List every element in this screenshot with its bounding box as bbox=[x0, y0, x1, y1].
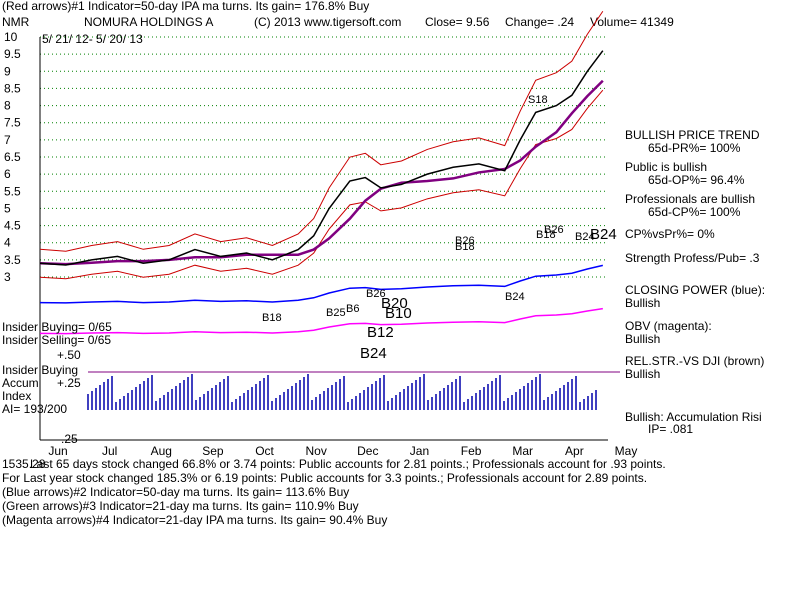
signal-label: B24 bbox=[575, 231, 595, 243]
relstr-label: REL.STR.-VS DJI (brown) bbox=[625, 354, 765, 368]
signal-label: B25 bbox=[326, 307, 346, 319]
price-tick-label: 8 bbox=[4, 99, 11, 113]
index-label: Index bbox=[2, 389, 32, 403]
obv-label: OBV (magenta): bbox=[625, 319, 712, 333]
closing-power-label: CLOSING POWER (blue): bbox=[625, 283, 766, 297]
obv-line bbox=[39, 307, 603, 335]
price-tick-label: 3.5 bbox=[4, 253, 21, 267]
month-tick-label: Jun bbox=[48, 444, 67, 458]
minus25-label: -.25 bbox=[57, 432, 78, 446]
price-tick-label: 3 bbox=[4, 270, 11, 284]
lower-band bbox=[39, 89, 604, 280]
obv-status: Bullish bbox=[625, 332, 661, 346]
date-range: 5/ 21/ 12- 5/ 20/ 13 bbox=[42, 32, 143, 46]
month-tick-label: Jul bbox=[102, 444, 117, 458]
bullish-trend: BULLISH PRICE TREND bbox=[625, 128, 760, 142]
signal-label: B26 bbox=[366, 288, 386, 300]
footer-line5: (Magenta arrows)#4 Indicator=21-day IPA … bbox=[2, 513, 388, 527]
accum-rising: Bullish: Accumulation Risi bbox=[625, 410, 762, 424]
price-tick-label: 10 bbox=[4, 30, 18, 44]
closing-power-series bbox=[39, 264, 604, 304]
company-name: NOMURA HOLDINGS A bbox=[84, 15, 214, 29]
month-tick-label: Dec bbox=[357, 444, 378, 458]
price-tick-label: 4 bbox=[4, 236, 11, 250]
month-tick-label: Mar bbox=[512, 444, 533, 458]
month-tick-label: Oct bbox=[255, 444, 274, 458]
month-tick-label: May bbox=[615, 444, 638, 458]
month-tick-label: Nov bbox=[306, 444, 327, 458]
signal-label: B10 bbox=[385, 305, 412, 322]
price-tick-label: 6 bbox=[4, 167, 11, 181]
price-axis: 10 9.5 9 8.5 8 7.5 7 6.5 6 5.5 5 4.5 4 3.5 3 bbox=[4, 30, 21, 284]
closing-power-status: Bullish bbox=[625, 296, 661, 310]
insider-buying-label: Insider Buying= 0/65 bbox=[2, 320, 112, 334]
ai-label: AI= 193/200 bbox=[2, 402, 68, 416]
volume-value: Volume= 41349 bbox=[590, 15, 674, 29]
price-tick-label: 9.5 bbox=[4, 47, 21, 61]
plus50-label: +.50 bbox=[57, 348, 81, 362]
footer-line1: Last 65 days stock changed 66.8% or 3.74… bbox=[30, 457, 666, 471]
price-bands bbox=[39, 10, 604, 280]
signal-label: B24 bbox=[505, 291, 525, 303]
closing-power-line bbox=[39, 264, 604, 304]
footer-line2: For Last year stock changed 185.3% or 6.… bbox=[2, 471, 648, 485]
pr-value: 65d-PR%= 100% bbox=[648, 141, 741, 155]
accumulation-bars bbox=[87, 371, 620, 410]
relstr-status: Bullish bbox=[625, 367, 661, 381]
price-line bbox=[39, 50, 604, 266]
month-axis: Jun Jul Aug Sep Oct Nov Dec Jan Feb Mar Apr May bbox=[48, 444, 637, 458]
close-value: Close= 9.56 bbox=[425, 15, 490, 29]
month-tick-label: Feb bbox=[461, 444, 482, 458]
price-series bbox=[39, 50, 604, 266]
price-tick-label: 7 bbox=[4, 133, 11, 147]
grid-lines bbox=[39, 36, 608, 441]
insider-buying-label-2: Insider Buying bbox=[2, 363, 79, 377]
op-value: 65d-OP%= 96.4% bbox=[648, 173, 745, 187]
signal-label: B26 bbox=[544, 224, 564, 236]
signal-label: B18 bbox=[536, 229, 556, 241]
signal-label: B6 bbox=[346, 303, 359, 315]
cp-value: 65d-CP%= 100% bbox=[648, 205, 741, 219]
signal-label: B24 bbox=[360, 345, 387, 362]
upper-band bbox=[39, 10, 604, 252]
ip-value: IP= .081 bbox=[648, 422, 694, 436]
signal-label: B18 bbox=[262, 312, 282, 324]
footer-line4: (Green arrows)#3 Indicator=21-day ma tur… bbox=[2, 499, 359, 513]
signal-label: B18 bbox=[455, 241, 475, 253]
signal-label: S18 bbox=[528, 94, 548, 106]
month-tick-label: Jan bbox=[410, 444, 429, 458]
insider-selling-label: Insider Selling= 0/65 bbox=[2, 333, 112, 347]
professionals-bullish: Professionals are bullish bbox=[625, 192, 756, 206]
price-tick-label: 4.5 bbox=[4, 219, 21, 233]
change-value: Change= .24 bbox=[505, 15, 575, 29]
ticker-label: NMR bbox=[2, 15, 30, 29]
indicator-line: (Red arrows)#1 Indicator=50-day IPA ma t… bbox=[2, 0, 370, 13]
price-tick-label: 9 bbox=[4, 64, 11, 78]
copyright-label: (C) 2013 www.tigersoft.com bbox=[254, 15, 402, 29]
strength-ratio: Strength Profess/Pub= .3 bbox=[625, 251, 760, 265]
obv-series bbox=[39, 307, 603, 335]
plus25-label: +.25 bbox=[57, 376, 81, 390]
footer-line3: (Blue arrows)#2 Indicator=50-day ma turn… bbox=[2, 485, 350, 499]
signal-label: B20 bbox=[381, 295, 408, 312]
price-tick-label: 5.5 bbox=[4, 184, 21, 198]
signal-label: B12 bbox=[367, 324, 394, 341]
price-tick-label: 5 bbox=[4, 201, 11, 215]
price-tick-label: 7.5 bbox=[4, 116, 21, 130]
public-bullish: Public is bullish bbox=[625, 160, 708, 174]
accum-label: Accum bbox=[2, 376, 39, 390]
signal-label: B26 bbox=[455, 235, 475, 247]
footer-prefix: 1535.28 bbox=[2, 457, 46, 471]
moving-average bbox=[39, 79, 604, 266]
price-tick-label: 6.5 bbox=[4, 150, 21, 164]
price-tick-label: 8.5 bbox=[4, 81, 21, 95]
month-tick-label: Aug bbox=[151, 444, 172, 458]
signal-label: B24 bbox=[590, 226, 617, 243]
cp-vs-pr: CP%vsPr%= 0% bbox=[625, 227, 715, 241]
month-tick-label: Sep bbox=[202, 444, 224, 458]
month-tick-label: Apr bbox=[565, 444, 584, 458]
